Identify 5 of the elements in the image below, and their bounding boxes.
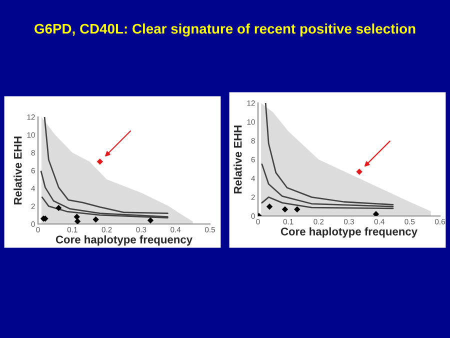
y-axis-title: Relative EHH [14,136,22,204]
x-axis-title: Core haplotype frequency [56,235,192,246]
x-axis-title: Core haplotype frequency [280,227,418,238]
chart-title: G6PD, CD40L: Clear signature of recent positive selection [34,23,416,37]
y-axis-title: Relative EHH [234,126,242,194]
